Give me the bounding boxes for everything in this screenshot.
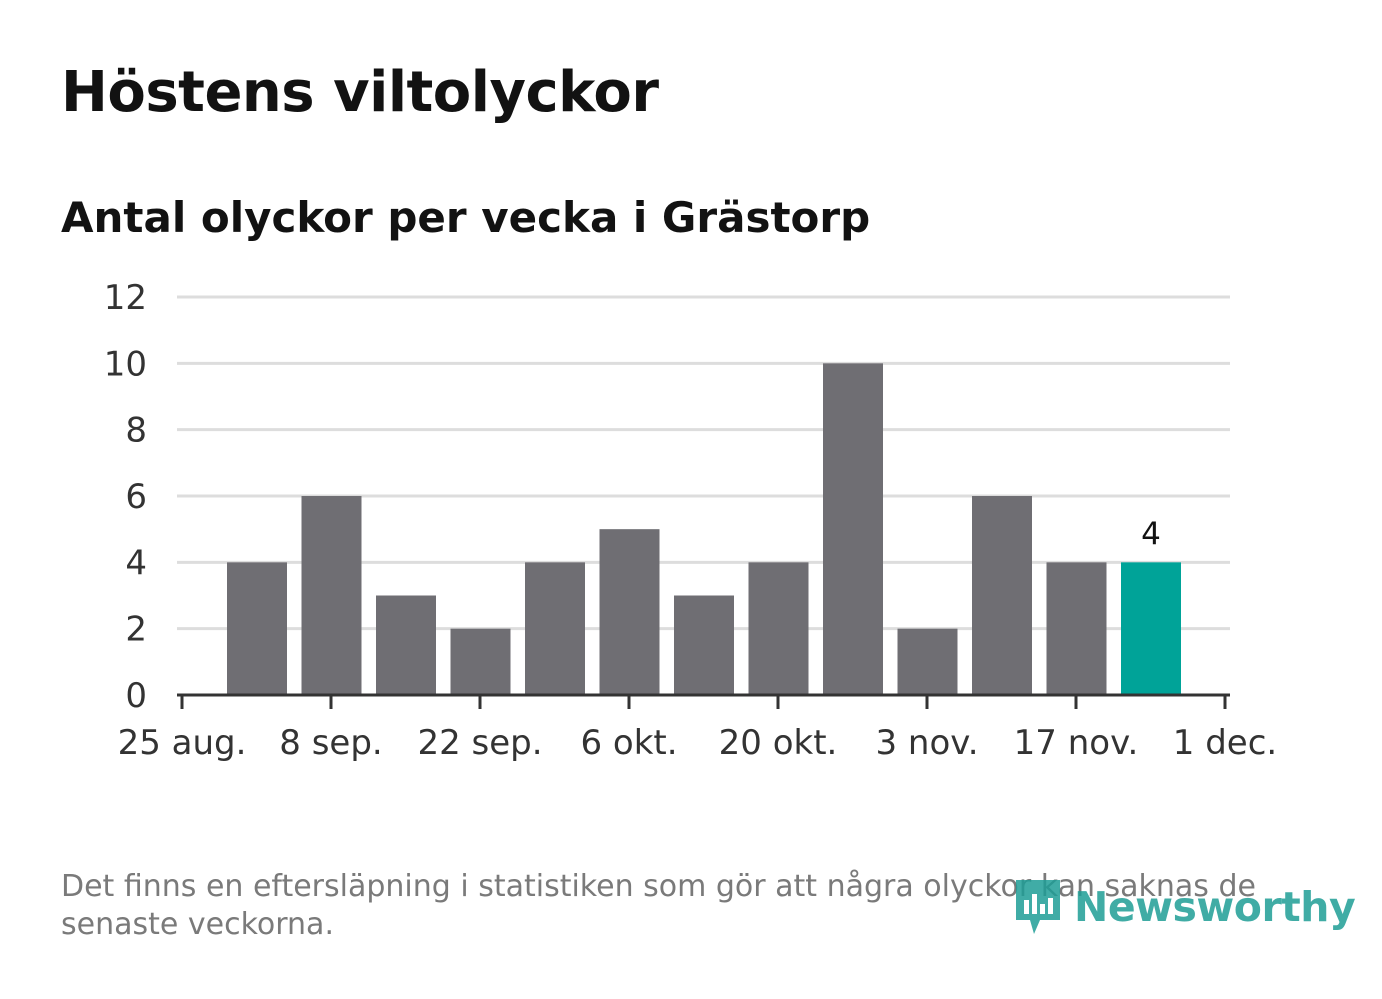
newsworthy-logo: Newsworthy: [1012, 876, 1356, 938]
y-tick-label: 12: [104, 278, 147, 318]
value-labels: 4: [1141, 516, 1161, 552]
bar: [227, 562, 287, 695]
bar: [823, 363, 883, 695]
bar-highlighted: [1121, 562, 1181, 695]
y-axis-labels: 0 2 4 6 8 10 12: [104, 278, 147, 716]
x-tick-label: 25 aug.: [118, 723, 247, 763]
bar: [1046, 562, 1107, 695]
bar: [450, 628, 511, 695]
x-tick-label: 17 nov.: [1014, 723, 1139, 763]
y-tick-label: 8: [125, 411, 147, 451]
x-tick-label: 20 okt.: [719, 723, 838, 763]
bar-chart: 0 2 4 6 8 10 12 25 aug. 8 sep. 22 sep. 6 okt. 20 o…: [104, 278, 1278, 763]
bar: [972, 496, 1032, 695]
bar: [376, 595, 436, 695]
x-tick-label: 22 sep.: [417, 723, 542, 763]
chart-subtitle: Antal olyckor per vecka i Grästorp: [61, 193, 871, 242]
bar: [301, 496, 362, 695]
newsworthy-logo-text: Newsworthy: [1074, 883, 1356, 931]
x-tick-label: 3 nov.: [875, 723, 978, 763]
y-tick-label: 6: [125, 477, 147, 517]
x-axis: [177, 693, 1230, 709]
x-axis-labels: 25 aug. 8 sep. 22 sep. 6 okt. 20 okt. 3 nov. 1…: [118, 723, 1278, 763]
chart-title: Höstens viltolyckor: [61, 60, 659, 125]
newsworthy-logo-icon: [1016, 880, 1060, 934]
bar: [599, 529, 660, 695]
x-tick-label: 1 dec.: [1173, 723, 1277, 763]
y-tick-label: 10: [104, 344, 147, 384]
y-tick-label: 4: [125, 543, 147, 583]
y-tick-label: 0: [125, 676, 147, 716]
bar: [525, 562, 585, 695]
y-tick-label: 2: [125, 610, 147, 650]
bar: [897, 628, 958, 695]
bars: [227, 363, 1181, 695]
bar-value-label: 4: [1141, 516, 1161, 552]
x-tick-label: 6 okt.: [580, 723, 677, 763]
bar: [748, 562, 809, 695]
bar: [674, 595, 734, 695]
x-tick-label: 8 sep.: [279, 723, 382, 763]
